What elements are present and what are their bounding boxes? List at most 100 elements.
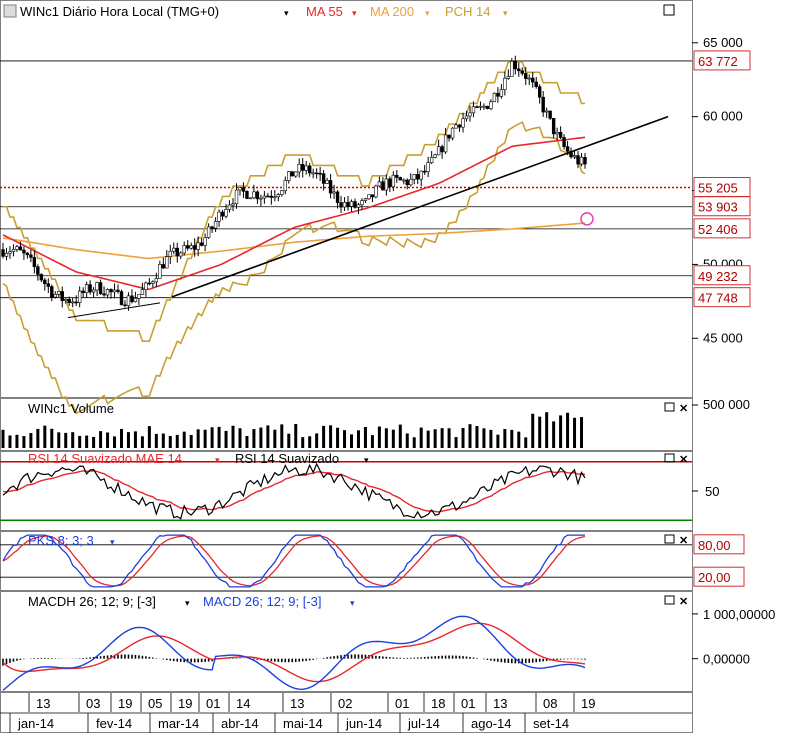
- candle-body: [339, 202, 343, 208]
- candle-body: [520, 70, 524, 74]
- symbol-title[interactable]: WINc1 Diário Hora Local (TMG+0): [20, 4, 219, 19]
- ma200-label[interactable]: MA 200: [370, 4, 414, 19]
- maximize-volume-icon[interactable]: [664, 402, 675, 412]
- rsi-title[interactable]: RSI 14 Suavizado: [235, 451, 339, 466]
- candle-body: [130, 295, 134, 303]
- macdh-dropdown-icon[interactable]: ▾: [185, 598, 190, 608]
- volume-bar: [22, 436, 26, 448]
- candle-body: [318, 172, 322, 175]
- maximize-macd-icon[interactable]: [664, 595, 675, 605]
- volume-title: WINc1 Volume: [28, 401, 114, 416]
- candle-body: [151, 281, 155, 284]
- candle-body: [412, 174, 416, 180]
- candle-body: [196, 242, 200, 250]
- ma55-dropdown-icon[interactable]: ▾: [352, 8, 357, 18]
- candle-body: [388, 178, 392, 188]
- candle-body: [555, 132, 559, 135]
- candle-body: [482, 105, 486, 108]
- volume-bar: [273, 429, 277, 448]
- candle-body: [172, 247, 176, 252]
- volume-bar: [384, 428, 388, 448]
- pch-label[interactable]: PCH 14: [445, 4, 491, 19]
- volume-bar: [210, 427, 214, 448]
- macd-title[interactable]: MACD 26; 12; 9; [-3]: [203, 594, 322, 609]
- volume-bar: [78, 435, 82, 448]
- volume-bar: [538, 416, 542, 448]
- rsi-mae-line: [2, 470, 586, 513]
- volume-bar: [259, 427, 263, 448]
- pks-dropdown-icon[interactable]: ▾: [110, 537, 115, 547]
- volume-bar: [29, 433, 33, 448]
- candle-body: [147, 282, 152, 285]
- maximize-pks-icon[interactable]: [664, 534, 675, 544]
- volume-bar: [203, 429, 207, 448]
- candle-body: [360, 200, 364, 206]
- candle-body: [182, 245, 186, 254]
- candle-body: [1, 249, 5, 257]
- ma55-line: [2, 136, 586, 291]
- candle-body: [206, 226, 211, 238]
- candle-body: [269, 195, 274, 198]
- candle-body: [534, 81, 538, 87]
- candle-body: [565, 146, 570, 152]
- day-label: 08: [543, 696, 557, 711]
- candle-body: [71, 301, 75, 304]
- candle-body: [192, 245, 197, 250]
- pks-layer: [0, 534, 692, 588]
- pks-title[interactable]: PKS 8; 3; 3: [28, 533, 94, 548]
- candle-body: [583, 156, 587, 165]
- day-label: 19: [178, 696, 192, 711]
- chart-header: WINc1 Diário Hora Local (TMG+0) ▾ MA 55 …: [3, 4, 508, 19]
- rsi-panel-frame: [0, 451, 693, 531]
- volume-bar: [322, 425, 326, 448]
- level-label: 52 406: [698, 222, 738, 237]
- level-label-box: [693, 50, 751, 71]
- candle-body: [363, 198, 368, 201]
- candle-body: [510, 60, 514, 77]
- close-rsi-icon[interactable]: ✕: [679, 454, 688, 466]
- symbol-dropdown-icon[interactable]: ▾: [284, 8, 289, 18]
- rsi-mae-title[interactable]: RSI 14 Suavizado MAE 14: [28, 451, 182, 466]
- rsi-mae-dropdown-icon[interactable]: ▾: [215, 455, 220, 465]
- candle-body: [558, 132, 563, 138]
- candle-body: [531, 77, 535, 83]
- candle-body: [213, 221, 218, 229]
- candle-body: [321, 173, 326, 184]
- candle-body: [450, 127, 455, 139]
- macd-panel-frame: [0, 591, 693, 692]
- close-macd-icon[interactable]: ✕: [679, 596, 688, 608]
- candle-body: [356, 204, 361, 208]
- volume-bar: [315, 433, 319, 448]
- level-label-box: [693, 265, 751, 286]
- ma55-label[interactable]: MA 55: [306, 4, 343, 19]
- candle-body: [332, 191, 336, 194]
- candle-body: [245, 191, 249, 199]
- candle-body: [409, 178, 413, 186]
- candle-body: [234, 189, 239, 205]
- rsi-dropdown-icon[interactable]: ▾: [364, 455, 369, 465]
- ma200-dropdown-icon[interactable]: ▾: [425, 8, 430, 18]
- day-label: 19: [118, 696, 132, 711]
- maximize-window-icon[interactable]: [663, 4, 675, 16]
- trendline-main: [171, 115, 669, 298]
- candle-body: [314, 172, 319, 175]
- macdh-title[interactable]: MACDH 26; 12; 9; [-3]: [28, 594, 156, 609]
- fx-icon[interactable]: [3, 4, 17, 18]
- volume-bar: [405, 433, 409, 448]
- maximize-rsi-icon[interactable]: [664, 453, 675, 463]
- candle-body: [381, 181, 385, 191]
- close-volume-icon[interactable]: ✕: [679, 403, 688, 415]
- volume-layer: [1, 412, 584, 448]
- pch-dropdown-icon[interactable]: ▾: [503, 8, 508, 18]
- candle-body: [527, 77, 531, 80]
- month-label: set-14: [533, 716, 569, 731]
- candle-body: [95, 282, 99, 291]
- candle-body: [227, 204, 232, 210]
- volume-bar: [398, 424, 402, 448]
- volume-bar: [426, 430, 430, 448]
- candle-body: [433, 154, 437, 158]
- candle-body: [478, 105, 483, 108]
- macd-dropdown-icon[interactable]: ▾: [350, 598, 355, 608]
- price-axis-label: 60 000: [703, 109, 743, 124]
- close-pks-icon[interactable]: ✕: [679, 535, 688, 547]
